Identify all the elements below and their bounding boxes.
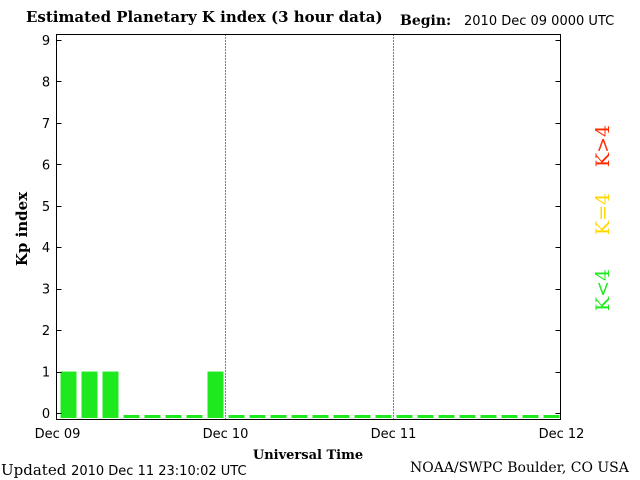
- legend-k-greater-4: K>4: [592, 124, 614, 168]
- x-tick-label: Dec 10: [203, 427, 249, 442]
- kp-bar: [438, 415, 455, 418]
- kp-bar: [270, 415, 287, 418]
- updated-timestamp: Updated 2010 Dec 11 23:10:02 UTC: [1, 461, 247, 479]
- kp-bar: [291, 415, 308, 418]
- y-tick-label: 5: [42, 200, 50, 215]
- y-tick-label: 7: [42, 117, 50, 132]
- x-tick-label: Dec 09: [35, 427, 81, 442]
- kp-bar: [396, 415, 413, 418]
- y-axis-label: Kp index: [13, 191, 31, 267]
- y-tick-label: 6: [42, 158, 50, 173]
- kp-bar: [333, 415, 350, 418]
- y-tick-label: 8: [42, 75, 50, 90]
- updated-label: Updated: [1, 461, 67, 479]
- x-tick-label: Dec 12: [539, 427, 585, 442]
- legend-k-less-4: K<4: [592, 268, 614, 312]
- x-tick-label: Dec 11: [371, 427, 417, 442]
- source-credit: NOAA/SWPC Boulder, CO USA: [410, 460, 629, 476]
- kp-bar: [459, 415, 476, 418]
- kp-bar: [501, 415, 518, 418]
- kp-bar: [165, 415, 182, 418]
- kp-bar: [228, 415, 245, 418]
- kp-bar: [480, 415, 497, 418]
- updated-value: 2010 Dec 11 23:10:02 UTC: [71, 464, 247, 479]
- kp-bar: [123, 415, 140, 418]
- kp-bar: [543, 415, 560, 418]
- begin-value: 2010 Dec 09 0000 UTC: [464, 14, 615, 29]
- kp-bar: [522, 415, 539, 418]
- kp-bar: [81, 371, 98, 418]
- kp-bar: [207, 371, 224, 418]
- y-tick-label: 9: [42, 34, 50, 49]
- chart-title: Estimated Planetary K index (3 hour data…: [26, 8, 383, 26]
- kp-bar: [375, 415, 392, 418]
- kp-bar: [312, 415, 329, 418]
- kp-bar: [102, 371, 119, 418]
- kp-bar: [186, 415, 203, 418]
- y-tick-label: 1: [42, 366, 50, 381]
- kp-bar: [249, 415, 266, 418]
- y-tick-label: 4: [42, 241, 50, 256]
- begin-label: Begin:: [400, 13, 452, 29]
- y-tick-label: 2: [42, 324, 50, 339]
- x-axis-label: Universal Time: [252, 448, 364, 463]
- y-tick-label: 0: [42, 407, 50, 422]
- plot-frame: [56, 34, 561, 420]
- kp-bar: [60, 371, 77, 418]
- y-tick-label: 3: [42, 283, 50, 298]
- kp-bar: [354, 415, 371, 418]
- kp-bar: [144, 415, 161, 418]
- legend-k-equal-4: K=4: [592, 192, 614, 236]
- kp-bar: [417, 415, 434, 418]
